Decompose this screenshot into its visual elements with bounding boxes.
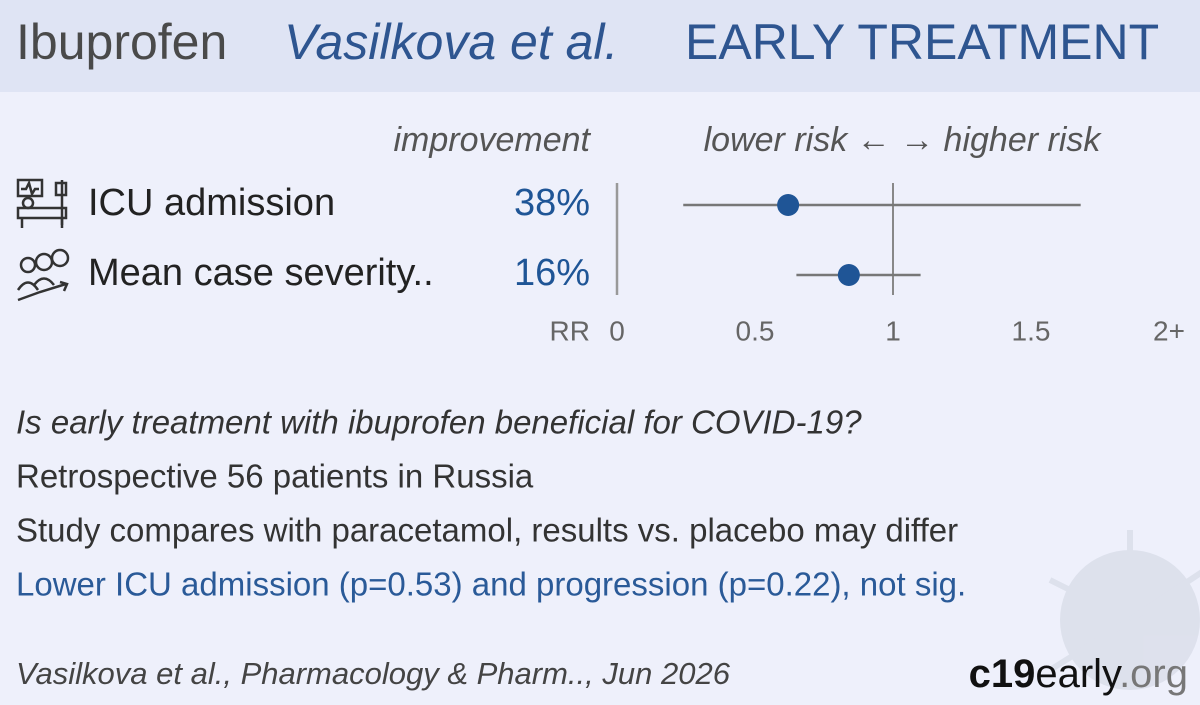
improvement-label: 38% — [514, 182, 590, 224]
virus-decoration — [1048, 530, 1200, 690]
direction-label: lower risk ← → higher risk — [704, 121, 1103, 159]
summary-line: Retrospective 56 patients in Russia — [16, 458, 534, 495]
drug-title: Ibuprofen — [16, 14, 227, 70]
summary-line: Lower ICU admission (p=0.53) and progres… — [16, 566, 966, 603]
x-tick-label: 2+ — [1153, 315, 1185, 346]
x-tick-label: 1.5 — [1012, 315, 1051, 346]
brand-prefix: c19 — [969, 652, 1036, 696]
brand: c19early.org — [969, 652, 1188, 696]
point-estimate — [837, 264, 860, 286]
x-tick-label: 0 — [609, 315, 625, 346]
brand-middle: early — [1035, 652, 1122, 696]
brand-suffix: .org — [1119, 652, 1188, 696]
summary-line: Study compares with paracetamol, results… — [16, 512, 958, 549]
improvement-label: 16% — [514, 252, 590, 294]
severity-icon — [16, 248, 70, 302]
row-label: Mean case severity.. — [88, 252, 434, 294]
column-header: improvement — [393, 121, 591, 159]
summary-line: Is early treatment with ibuprofen benefi… — [16, 404, 862, 441]
row-label: ICU admission — [88, 182, 335, 224]
x-axis-label: RR — [550, 315, 590, 346]
citation: Vasilkova et al., Pharmacology & Pharm..… — [16, 656, 731, 691]
x-tick-label: 1 — [885, 315, 901, 346]
category-title: EARLY TREATMENT — [685, 14, 1159, 70]
authors-title: Vasilkova et al. — [284, 14, 618, 70]
icu-icon — [16, 178, 68, 228]
header-band — [0, 0, 1200, 92]
point-estimate — [777, 194, 800, 216]
x-tick-label: 0.5 — [736, 315, 775, 346]
